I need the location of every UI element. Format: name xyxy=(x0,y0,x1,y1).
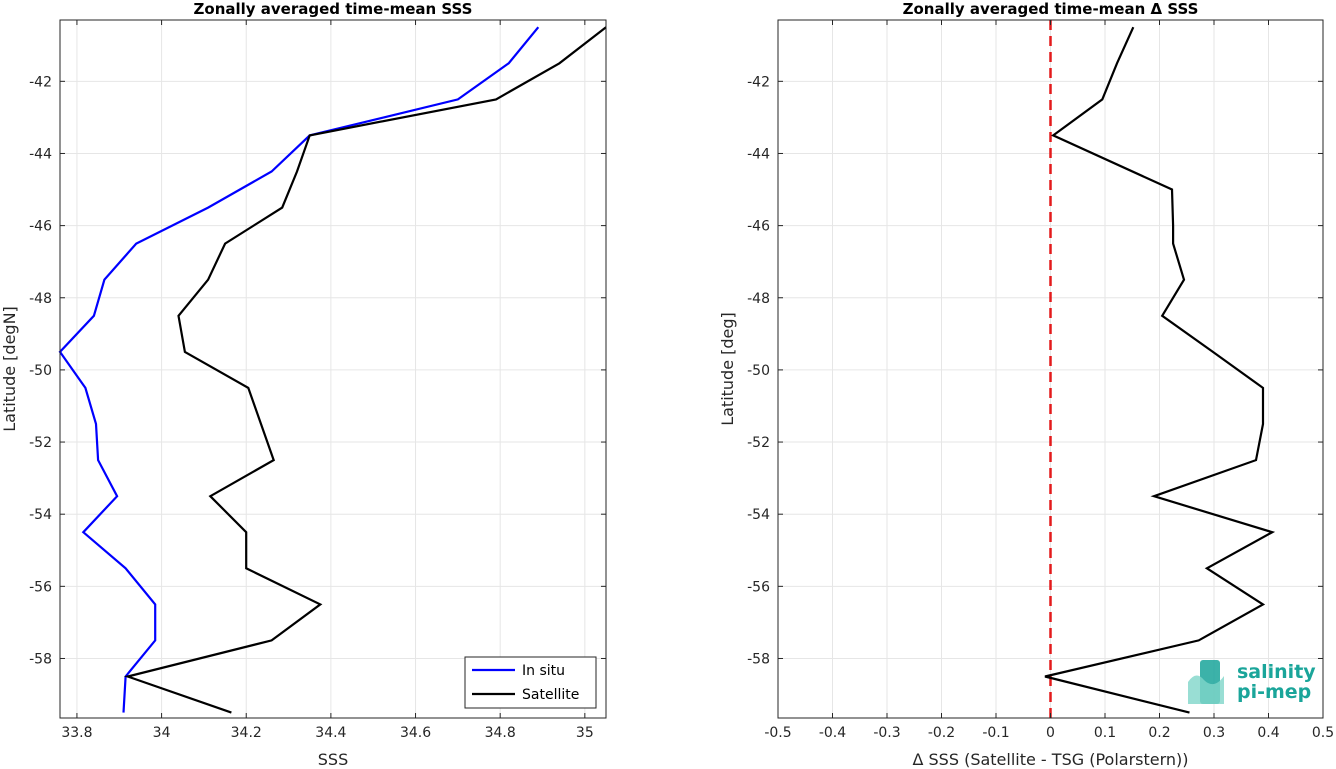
series-line-delta-sss xyxy=(1044,26,1276,714)
y-tick-label: -46 xyxy=(29,219,52,235)
plot-area-delta-sss xyxy=(1044,20,1276,718)
y-tick-label: -58 xyxy=(29,651,52,667)
x-tick-label: 0.4 xyxy=(1257,725,1279,741)
x-tick-label: 0.1 xyxy=(1094,725,1116,741)
x-tick-label: 34 xyxy=(153,725,171,741)
y-tick-label: -48 xyxy=(747,291,770,307)
series-line-satellite xyxy=(123,26,607,714)
chart-title-delta-sss: Zonally averaged time-mean Δ SSS xyxy=(903,0,1199,18)
x-tick-label: 0.3 xyxy=(1203,725,1225,741)
logo-text-salinity: salinity xyxy=(1237,661,1316,683)
chart-title-sss: Zonally averaged time-mean SSS xyxy=(194,0,473,18)
x-tick-label: 33.8 xyxy=(61,725,92,741)
legend-label-satellite: Satellite xyxy=(522,687,579,703)
series-line-in-situ xyxy=(58,26,540,713)
x-tick-label: 0.5 xyxy=(1312,725,1334,741)
panel-sss: 33.8 34 34.2 34.4 34.6 34.8 35 -42 -44 -46 -48 -50 -… xyxy=(0,0,607,769)
legend-box xyxy=(464,656,597,709)
y-tick-label: -58 xyxy=(747,651,770,667)
x-tick-label: -0.1 xyxy=(982,725,1009,741)
grid-delta-sss xyxy=(777,20,1324,718)
y-tick-label: -56 xyxy=(747,579,770,595)
x-tick-label: 35 xyxy=(576,725,594,741)
legend-label-in-situ: In situ xyxy=(522,663,565,679)
axes-frame-sss xyxy=(59,19,607,719)
ticks-delta-sss: -0.5 -0.4 -0.3 -0.2 -0.1 0 0.1 0.2 0.3 0.4 0.5 -42 -… xyxy=(747,20,1334,741)
y-tick-label: -54 xyxy=(747,507,770,523)
y-tick-label: -50 xyxy=(29,363,52,379)
logo-text-pi-mep: pi-mep xyxy=(1237,681,1311,703)
grid-sss xyxy=(60,20,606,718)
y-tick-label: -42 xyxy=(29,74,52,90)
legend: In situ Satellite xyxy=(464,656,597,709)
x-tick-label: 0.2 xyxy=(1148,725,1170,741)
y-tick-label: -50 xyxy=(747,363,770,379)
x-tick-label: 34.4 xyxy=(315,725,346,741)
x-tick-label: 34.8 xyxy=(485,725,516,741)
y-tick-label: -54 xyxy=(29,507,52,523)
x-axis-label-delta-sss: Δ SSS (Satellite - TSG (Polarstern)) xyxy=(912,750,1188,769)
salinity-pi-mep-logo: salinity pi-mep xyxy=(1188,660,1316,704)
y-tick-label: -52 xyxy=(747,435,770,451)
y-axis-label-sss: Latitude [degN] xyxy=(0,306,19,432)
y-tick-label: -44 xyxy=(29,146,52,162)
logo-wave-icon xyxy=(1188,660,1224,704)
x-tick-label: -0.5 xyxy=(764,725,791,741)
y-tick-label: -44 xyxy=(747,146,770,162)
x-tick-label: 34.6 xyxy=(400,725,431,741)
x-axis-label-sss: SSS xyxy=(318,750,348,769)
y-tick-label: -48 xyxy=(29,291,52,307)
panel-delta-sss: -0.5 -0.4 -0.3 -0.2 -0.1 0 0.1 0.2 0.3 0.4 0.5 -42 -… xyxy=(718,0,1334,769)
x-tick-label: 34.2 xyxy=(231,725,262,741)
logo-wave xyxy=(1188,675,1224,704)
x-tick-label: -0.4 xyxy=(819,725,846,741)
x-tick-label: -0.2 xyxy=(928,725,955,741)
plot-area-sss xyxy=(58,26,607,714)
x-tick-label: 0 xyxy=(1046,725,1055,741)
x-tick-label: -0.3 xyxy=(873,725,900,741)
y-tick-label: -46 xyxy=(747,219,770,235)
y-tick-label: -56 xyxy=(29,579,52,595)
y-tick-label: -52 xyxy=(29,435,52,451)
y-axis-label-delta-sss: Latitude [deg] xyxy=(718,312,737,426)
y-tick-label: -42 xyxy=(747,74,770,90)
ticks-sss: 33.8 34 34.2 34.4 34.6 34.8 35 -42 -44 -46 -48 -50 -… xyxy=(29,20,606,741)
